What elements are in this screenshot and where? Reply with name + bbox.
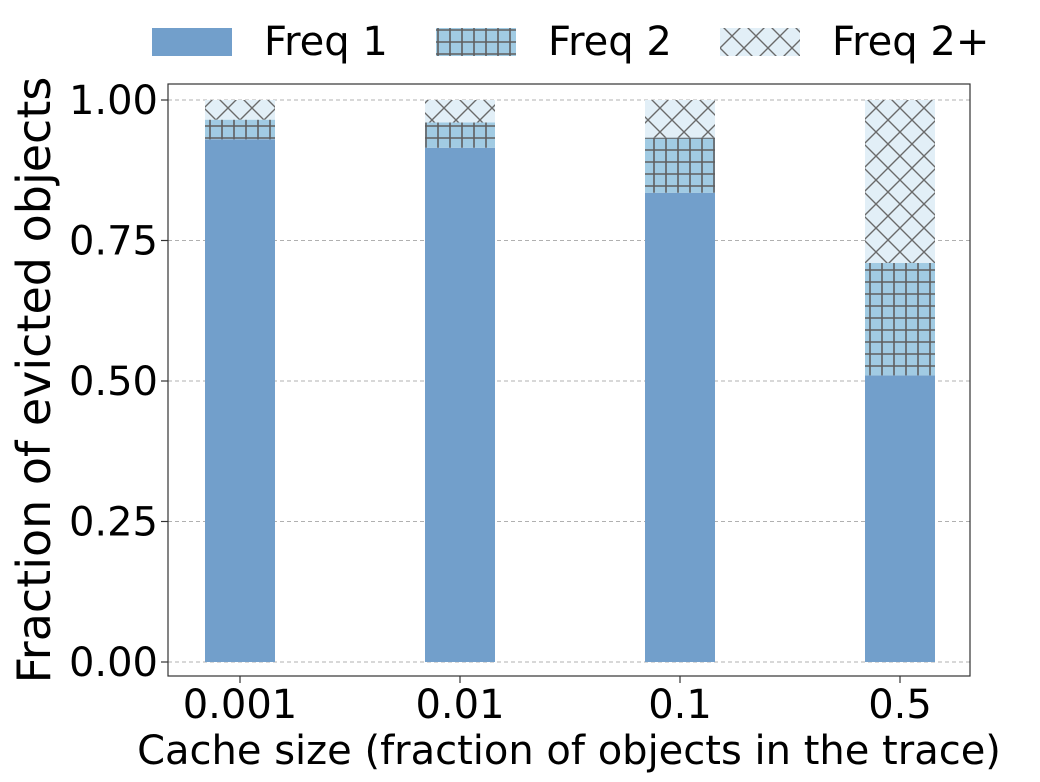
legend-swatch-hatch — [436, 28, 516, 56]
legend-swatch-hatch — [720, 28, 800, 56]
y-tick-label: 0.00 — [69, 640, 158, 686]
legend-entry-freq-1: Freq 1 — [152, 19, 388, 65]
bar-freq-2--0-5 — [865, 100, 935, 263]
legend-label: Freq 2+ — [832, 19, 989, 65]
bar-freq-2--0-001 — [205, 100, 275, 120]
gridlines — [168, 99, 970, 663]
legend-entry-freq-2: Freq 2 — [436, 19, 672, 65]
bar-freq-1-0-5 — [865, 375, 935, 662]
x-tick-label: 0.5 — [868, 682, 932, 728]
plot-frame — [167, 83, 971, 677]
bar-freq-1-0-1 — [645, 192, 715, 663]
legend-swatch — [152, 28, 232, 56]
legend: Freq 1 Freq 2 Freq 2+ — [152, 19, 989, 65]
bar-freq-1-0-001 — [205, 139, 275, 663]
y-tick-label: 0.50 — [69, 359, 158, 405]
bar-hatch — [645, 137, 715, 193]
bar-freq-2-0-1 — [645, 137, 715, 193]
bar-fill — [865, 375, 935, 662]
bar-freq-2-0-01 — [425, 122, 495, 148]
x-tick-label: 0.1 — [648, 682, 712, 728]
bar-hatch — [865, 262, 935, 376]
bar-freq-2--0-1 — [645, 100, 715, 138]
y-tick-label: 0.25 — [69, 500, 158, 546]
bar-freq-2--0-01 — [425, 100, 495, 123]
x-axis: 0.001 0.01 0.1 0.5 — [183, 676, 932, 728]
y-tick-label: 0.75 — [69, 219, 158, 265]
bar-freq-2-0-001 — [205, 119, 275, 140]
legend-entry-freq-2-: Freq 2+ — [720, 19, 989, 65]
y-tick-label: 1.00 — [69, 78, 158, 124]
bar-hatch — [205, 119, 275, 140]
bars — [205, 100, 935, 663]
legend-label: Freq 2 — [548, 19, 672, 65]
legend-label: Freq 1 — [264, 19, 388, 65]
bar-fill — [205, 139, 275, 663]
bar-hatch — [645, 100, 715, 138]
x-axis-label: Cache size (fraction of objects in the t… — [137, 728, 1001, 774]
x-tick-label: 0.001 — [183, 682, 298, 728]
bar-hatch — [865, 100, 935, 263]
y-axis-label: Fraction of evicted objects — [7, 77, 61, 684]
y-axis: 0.00 0.25 0.50 0.75 1.00 — [69, 78, 168, 686]
bar-hatch — [425, 122, 495, 148]
bar-hatch — [425, 100, 495, 123]
bar-hatch — [205, 100, 275, 120]
bar-freq-2-0-5 — [865, 262, 935, 376]
bar-freq-1-0-01 — [425, 147, 495, 662]
bar-fill — [425, 147, 495, 662]
bar-fill — [645, 192, 715, 663]
x-tick-label: 0.01 — [415, 682, 504, 728]
